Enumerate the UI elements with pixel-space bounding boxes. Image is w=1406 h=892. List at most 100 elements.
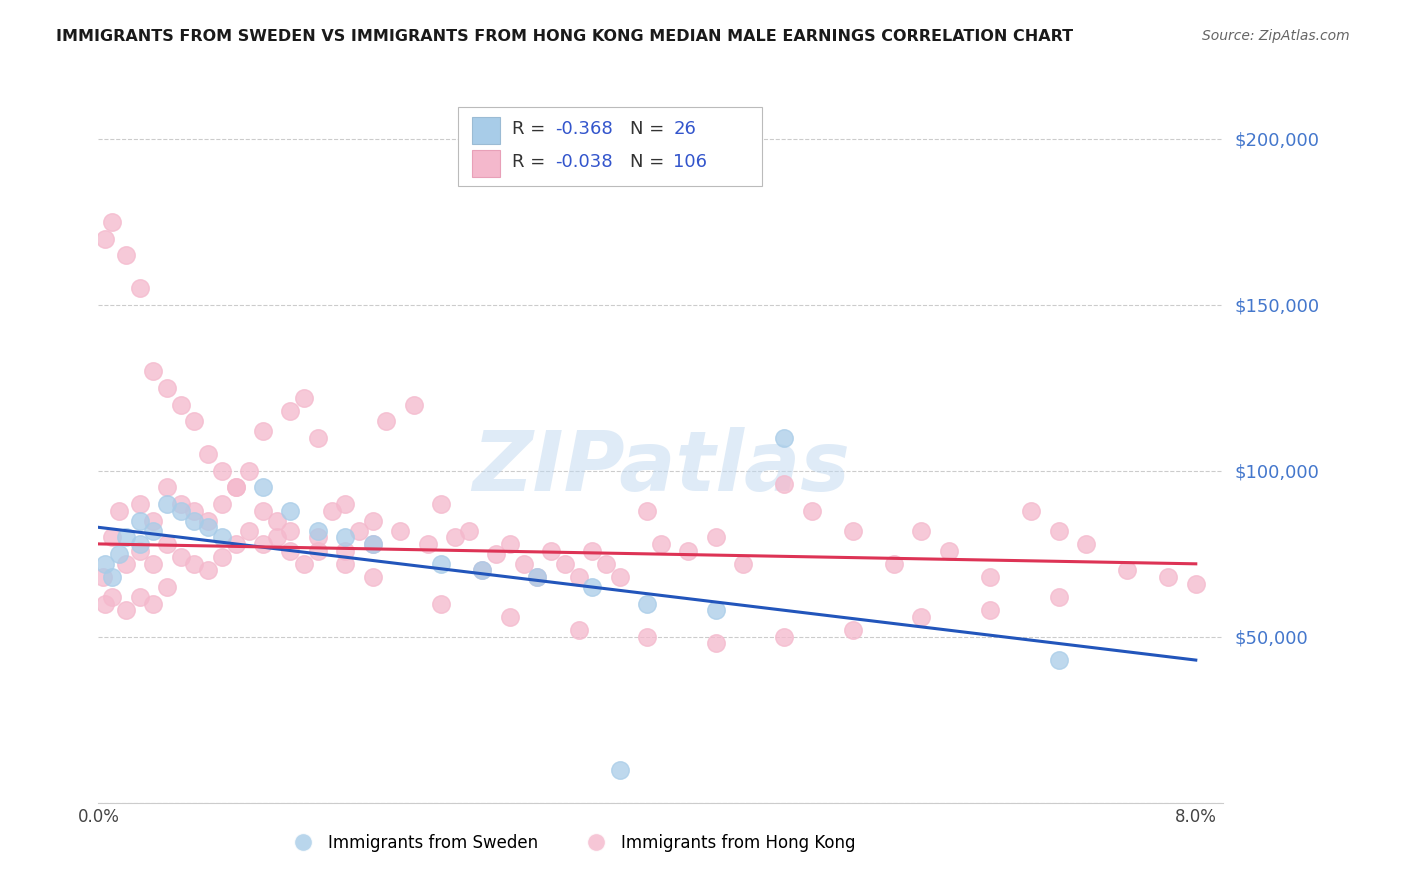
Point bbox=[335, 543, 357, 558]
Point bbox=[252, 424, 274, 438]
Point bbox=[225, 481, 247, 495]
Point bbox=[280, 543, 302, 558]
Point bbox=[335, 557, 357, 571]
Point bbox=[842, 524, 865, 538]
Point bbox=[142, 557, 165, 571]
Point bbox=[128, 537, 150, 551]
Point bbox=[307, 530, 329, 544]
Point bbox=[595, 557, 617, 571]
Point bbox=[526, 570, 548, 584]
Point bbox=[1047, 524, 1070, 538]
Point bbox=[101, 590, 124, 604]
Point bbox=[512, 557, 534, 571]
Point bbox=[156, 580, 179, 594]
Point bbox=[773, 477, 796, 491]
Point bbox=[91, 570, 114, 584]
Point bbox=[183, 414, 205, 428]
Point bbox=[142, 364, 165, 378]
Point bbox=[101, 570, 124, 584]
Point bbox=[402, 397, 425, 411]
Point bbox=[335, 530, 357, 544]
Point bbox=[704, 530, 727, 544]
Point bbox=[704, 636, 727, 650]
Point bbox=[733, 557, 755, 571]
Point bbox=[361, 514, 384, 528]
Point bbox=[128, 497, 150, 511]
Point bbox=[197, 514, 219, 528]
Point bbox=[197, 520, 219, 534]
Text: R =: R = bbox=[512, 120, 551, 138]
Point bbox=[128, 281, 150, 295]
Text: IMMIGRANTS FROM SWEDEN VS IMMIGRANTS FROM HONG KONG MEDIAN MALE EARNINGS CORRELA: IMMIGRANTS FROM SWEDEN VS IMMIGRANTS FRO… bbox=[56, 29, 1073, 44]
Point bbox=[183, 557, 205, 571]
Point bbox=[197, 447, 219, 461]
Point bbox=[375, 414, 398, 428]
Legend: Immigrants from Sweden, Immigrants from Hong Kong: Immigrants from Sweden, Immigrants from … bbox=[280, 828, 862, 859]
Point bbox=[347, 524, 370, 538]
Point bbox=[471, 564, 494, 578]
FancyBboxPatch shape bbox=[472, 150, 501, 177]
Point bbox=[156, 381, 179, 395]
Point bbox=[252, 481, 274, 495]
Point bbox=[197, 564, 219, 578]
Point bbox=[430, 557, 453, 571]
Point bbox=[225, 481, 247, 495]
Point bbox=[101, 215, 124, 229]
Point bbox=[1074, 537, 1097, 551]
Point bbox=[842, 624, 865, 638]
Point bbox=[567, 570, 589, 584]
Point bbox=[471, 564, 494, 578]
Point bbox=[704, 603, 727, 617]
Point bbox=[128, 543, 150, 558]
Point bbox=[252, 537, 274, 551]
Point bbox=[389, 524, 412, 538]
Point bbox=[170, 504, 193, 518]
Point bbox=[636, 597, 658, 611]
Point bbox=[211, 464, 233, 478]
Point bbox=[636, 504, 658, 518]
Point bbox=[499, 610, 522, 624]
Point bbox=[609, 570, 631, 584]
Point bbox=[554, 557, 576, 571]
Point bbox=[800, 504, 823, 518]
Point bbox=[1047, 590, 1070, 604]
Point bbox=[609, 763, 631, 777]
Point bbox=[128, 590, 150, 604]
Point bbox=[280, 504, 302, 518]
Point bbox=[581, 580, 603, 594]
Text: 26: 26 bbox=[673, 120, 696, 138]
Point bbox=[142, 524, 165, 538]
Point bbox=[280, 404, 302, 418]
FancyBboxPatch shape bbox=[472, 117, 501, 145]
Point bbox=[252, 504, 274, 518]
Text: -0.368: -0.368 bbox=[555, 120, 613, 138]
Point bbox=[266, 514, 288, 528]
Point bbox=[883, 557, 905, 571]
Point bbox=[307, 431, 329, 445]
Point bbox=[156, 497, 179, 511]
Point bbox=[156, 537, 179, 551]
Point bbox=[567, 624, 589, 638]
Text: R =: R = bbox=[512, 153, 551, 171]
Point bbox=[416, 537, 439, 551]
Point bbox=[266, 530, 288, 544]
Text: N =: N = bbox=[630, 153, 671, 171]
Point bbox=[499, 537, 522, 551]
Text: N =: N = bbox=[630, 120, 671, 138]
Point bbox=[321, 504, 343, 518]
Text: ZIPatlas: ZIPatlas bbox=[472, 427, 849, 508]
Point bbox=[225, 537, 247, 551]
Point bbox=[307, 524, 329, 538]
Point bbox=[457, 524, 479, 538]
Point bbox=[108, 547, 131, 561]
Point bbox=[101, 530, 124, 544]
FancyBboxPatch shape bbox=[458, 107, 762, 186]
Point bbox=[115, 248, 138, 262]
Point bbox=[238, 524, 260, 538]
Point bbox=[938, 543, 960, 558]
Point bbox=[773, 630, 796, 644]
Point bbox=[142, 597, 165, 611]
Point bbox=[280, 524, 302, 538]
Point bbox=[183, 514, 205, 528]
Point bbox=[211, 550, 233, 565]
